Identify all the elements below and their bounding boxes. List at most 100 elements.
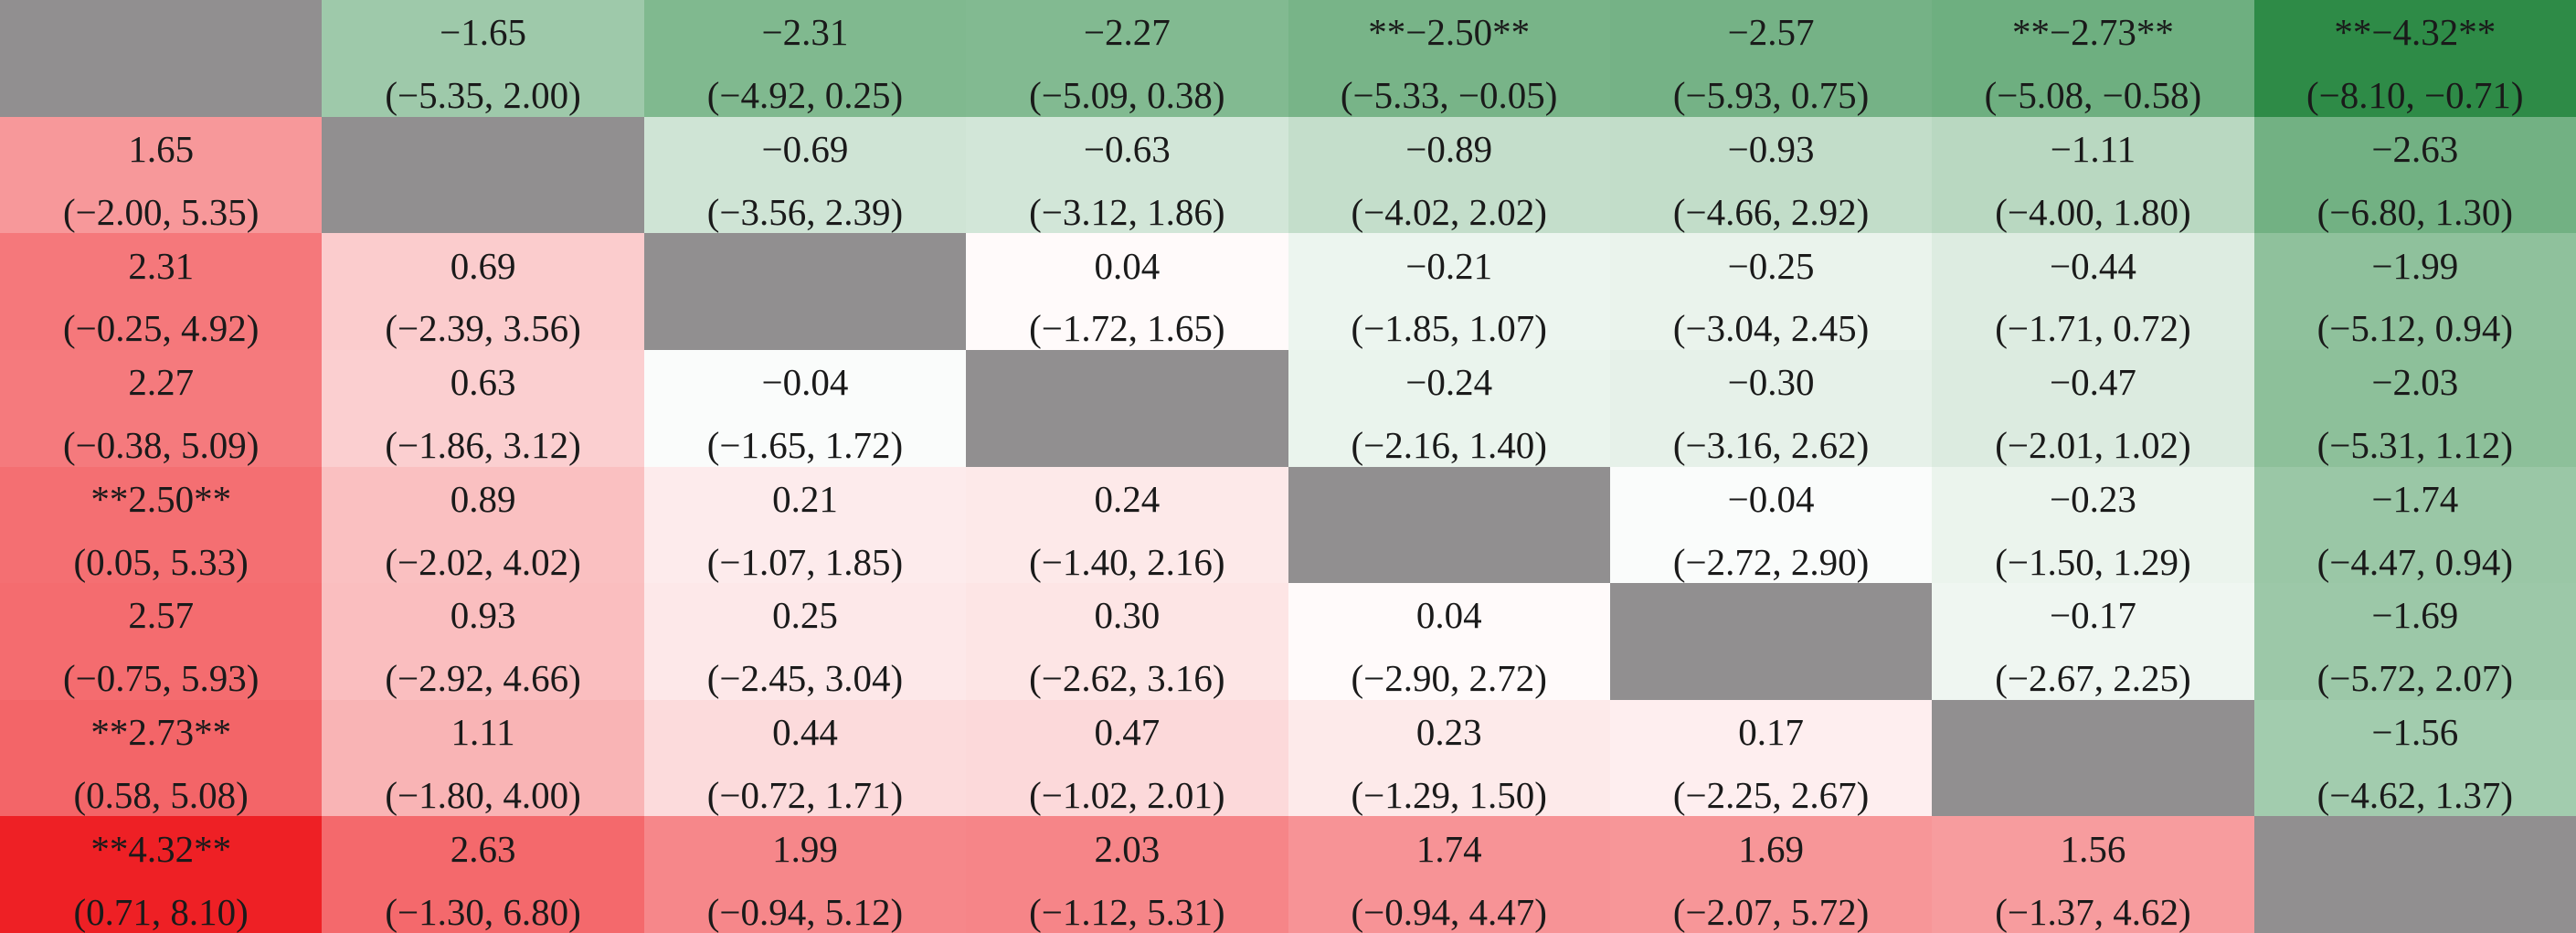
effect-estimate: −0.93 <box>1727 127 1815 170</box>
effect-estimate: **2.50** <box>90 477 232 520</box>
effect-estimate: 1.56 <box>2060 827 2126 870</box>
cell: 0.17 (−2.25, 2.67) <box>1609 699 1933 817</box>
confidence-interval: (−1.30, 6.80) <box>385 890 581 933</box>
effect-estimate: 2.27 <box>128 361 195 404</box>
effect-estimate: 1.74 <box>1415 827 1482 870</box>
confidence-interval: (−3.16, 2.62) <box>1672 424 1870 467</box>
cell: −1.74 (−4.47, 0.94) <box>2253 466 2576 584</box>
confidence-interval: (−2.90, 2.72) <box>1351 657 1547 700</box>
effect-estimate: 1.69 <box>1738 827 1804 870</box>
cell: **4.32** (0.71, 8.10) <box>0 816 323 933</box>
confidence-interval: (−2.72, 2.90) <box>1672 540 1870 583</box>
effect-estimate: −0.04 <box>761 361 849 404</box>
effect-estimate: −0.21 <box>1405 244 1493 287</box>
cell: **2.50** (0.05, 5.33) <box>0 466 323 584</box>
effect-estimate: −0.04 <box>1727 477 1815 520</box>
cell: **−4.32** (−8.10, −0.71) <box>2253 0 2576 117</box>
confidence-interval: (−5.33, −0.05) <box>1340 74 1558 117</box>
confidence-interval: (−1.71, 0.72) <box>1995 307 2191 350</box>
confidence-interval: (−1.50, 1.29) <box>1995 540 2191 583</box>
cell: −0.21 (−1.85, 1.07) <box>1288 233 1610 350</box>
cell: −2.31 (−4.92, 0.25) <box>643 0 967 117</box>
confidence-interval: (−4.47, 0.94) <box>2316 540 2514 583</box>
confidence-interval: (−0.94, 5.12) <box>706 890 904 933</box>
effect-estimate: −0.23 <box>2050 477 2136 520</box>
confidence-interval: (0.05, 5.33) <box>73 540 249 583</box>
cell: 1.69 (−2.07, 5.72) <box>1609 816 1933 933</box>
effect-estimate: 0.25 <box>772 594 838 637</box>
effect-estimate: 0.04 <box>1094 244 1161 287</box>
effect-estimate: −1.74 <box>2371 477 2459 520</box>
cell: **−2.73** (−5.08, −0.58) <box>1932 0 2254 117</box>
confidence-interval: (−5.31, 1.12) <box>2316 424 2514 467</box>
confidence-interval: (−8.10, −0.71) <box>2306 74 2524 117</box>
diagonal-cell <box>966 349 1288 467</box>
cell: 1.11 (−1.80, 4.00) <box>322 699 644 817</box>
effect-estimate: **−2.50** <box>1368 11 1531 54</box>
effect-estimate: 1.99 <box>772 827 838 870</box>
effect-estimate: −1.99 <box>2371 244 2459 287</box>
cell: −1.69 (−5.72, 2.07) <box>2253 583 2576 700</box>
cell: 0.44 (−0.72, 1.71) <box>643 699 967 817</box>
cell: −1.65 (−5.35, 2.00) <box>322 0 644 117</box>
effect-estimate: **4.32** <box>90 827 232 870</box>
confidence-interval: (−5.35, 2.00) <box>385 74 581 117</box>
confidence-interval: (−1.85, 1.07) <box>1351 307 1547 350</box>
cell: 2.63 (−1.30, 6.80) <box>322 816 644 933</box>
confidence-interval: (−1.86, 3.12) <box>385 424 581 467</box>
cell: −0.47 (−2.01, 1.02) <box>1932 349 2254 467</box>
cell: 0.89 (−2.02, 4.02) <box>322 466 644 584</box>
confidence-interval: (−0.25, 4.92) <box>62 307 260 350</box>
effect-estimate: −2.63 <box>2371 127 2459 170</box>
effect-estimate: 2.03 <box>1094 827 1161 870</box>
effect-estimate: −0.44 <box>2050 244 2136 287</box>
effect-estimate: −0.25 <box>1727 244 1815 287</box>
diagonal-cell <box>2253 816 2576 933</box>
effect-estimate: 2.31 <box>128 244 195 287</box>
cell: −2.27 (−5.09, 0.38) <box>966 0 1288 117</box>
effect-estimate: 0.93 <box>450 594 516 637</box>
cell: 0.93 (−2.92, 4.66) <box>322 583 644 700</box>
diagonal-cell <box>322 116 644 234</box>
cell: 2.03 (−1.12, 5.31) <box>966 816 1288 933</box>
effect-estimate: −1.69 <box>2371 594 2459 637</box>
confidence-interval: (−5.09, 0.38) <box>1029 74 1225 117</box>
cell: −0.04 (−2.72, 2.90) <box>1609 466 1933 584</box>
cell: −0.23 (−1.50, 1.29) <box>1932 466 2254 584</box>
diagonal-cell <box>1288 466 1610 584</box>
effect-estimate: 1.65 <box>128 127 195 170</box>
cell: −0.69 (−3.56, 2.39) <box>643 116 967 234</box>
cell: −0.24 (−2.16, 1.40) <box>1288 349 1610 467</box>
cell: 2.27 (−0.38, 5.09) <box>0 349 323 467</box>
effect-estimate: −0.17 <box>2050 594 2136 637</box>
effect-estimate: −0.30 <box>1727 361 1815 404</box>
cell: −0.89 (−4.02, 2.02) <box>1288 116 1610 234</box>
confidence-interval: (−2.25, 2.67) <box>1672 773 1870 816</box>
confidence-interval: (−1.65, 1.72) <box>706 424 904 467</box>
effect-estimate: 1.11 <box>451 711 515 754</box>
confidence-interval: (−6.80, 1.30) <box>2316 190 2514 233</box>
cell: **2.73** (0.58, 5.08) <box>0 699 323 817</box>
confidence-interval: (−2.07, 5.72) <box>1672 890 1870 933</box>
confidence-interval: (−5.12, 0.94) <box>2316 307 2514 350</box>
effect-estimate: −1.11 <box>2050 127 2136 170</box>
confidence-interval: (−3.12, 1.86) <box>1029 190 1225 233</box>
cell: −0.04 (−1.65, 1.72) <box>643 349 967 467</box>
cell: −0.63 (−3.12, 1.86) <box>966 116 1288 234</box>
cell: −1.11 (−4.00, 1.80) <box>1932 116 2254 234</box>
cell: −0.44 (−1.71, 0.72) <box>1932 233 2254 350</box>
diagonal-cell <box>643 233 967 350</box>
effect-estimate: −0.47 <box>2050 361 2136 404</box>
confidence-interval: (−2.67, 2.25) <box>1995 657 2191 700</box>
effect-estimate: 0.21 <box>772 477 838 520</box>
effect-estimate: −0.69 <box>761 127 849 170</box>
effect-estimate: 0.23 <box>1415 711 1482 754</box>
cell: 0.04 (−2.90, 2.72) <box>1288 583 1610 700</box>
cell: −0.93 (−4.66, 2.92) <box>1609 116 1933 234</box>
cell: −0.17 (−2.67, 2.25) <box>1932 583 2254 700</box>
confidence-interval: (0.58, 5.08) <box>73 773 249 816</box>
confidence-interval: (−1.72, 1.65) <box>1029 307 1225 350</box>
effect-estimate: 0.30 <box>1094 594 1161 637</box>
cell: 1.56 (−1.37, 4.62) <box>1932 816 2254 933</box>
